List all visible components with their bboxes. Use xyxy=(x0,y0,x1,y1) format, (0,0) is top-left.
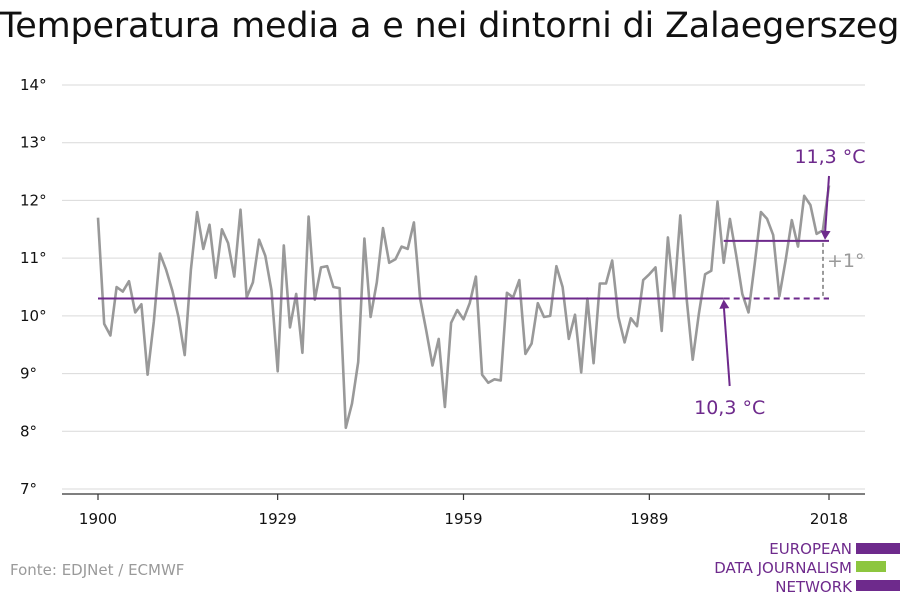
logo-bar xyxy=(856,543,900,554)
y-axis-ticks: 7° 8° 9° 10° 11° 12° 13° 14° xyxy=(20,76,47,498)
y-tick-label: 14° xyxy=(20,76,47,94)
line-chart: 7° 8° 9° 10° 11° 12° 13° 14° 1900 1929 1959 1989 20… xyxy=(20,76,866,528)
arrow-head xyxy=(820,230,831,240)
chart-title: Temperatura media a e nei dintorni di Za… xyxy=(0,6,900,46)
x-tick-label: 1989 xyxy=(630,510,668,528)
annotations: 10,3 °C 11,3 °C +1° xyxy=(694,146,865,419)
grid-lines xyxy=(62,84,865,490)
x-tick-label: 2018 xyxy=(810,510,848,528)
reference-lines xyxy=(98,239,829,300)
logo-line: NETWORK xyxy=(775,578,852,596)
logo-line: EUROPEAN xyxy=(769,540,852,558)
recent-label: 11,3 °C xyxy=(794,146,865,168)
y-tick-label: 7° xyxy=(20,480,37,498)
temperature-series-line xyxy=(96,185,831,430)
edjnet-logo: EUROPEAN DATA JOURNALISM NETWORK xyxy=(700,540,900,596)
arrow-head xyxy=(719,299,730,309)
logo-bar xyxy=(856,580,900,591)
recent-arrow xyxy=(824,175,830,234)
y-tick-label: 9° xyxy=(20,365,37,383)
x-axis-ticks: 1900 1929 1959 1989 2018 xyxy=(62,493,865,528)
difference-label: +1° xyxy=(827,250,865,272)
y-tick-label: 11° xyxy=(20,249,47,267)
x-tick-label: 1959 xyxy=(444,510,482,528)
x-tick-label: 1900 xyxy=(79,510,117,528)
y-tick-label: 12° xyxy=(20,191,47,209)
y-tick-label: 8° xyxy=(20,422,37,440)
baseline-arrow xyxy=(722,304,731,387)
logo-line: DATA JOURNALISM xyxy=(714,559,852,577)
logo-bar xyxy=(856,561,886,572)
y-tick-label: 10° xyxy=(20,307,47,325)
source-credit: Fonte: EDJNet / ECMWF xyxy=(10,561,185,579)
y-tick-label: 13° xyxy=(20,134,47,152)
x-tick-label: 1929 xyxy=(259,510,297,528)
baseline-label: 10,3 °C xyxy=(694,397,765,419)
